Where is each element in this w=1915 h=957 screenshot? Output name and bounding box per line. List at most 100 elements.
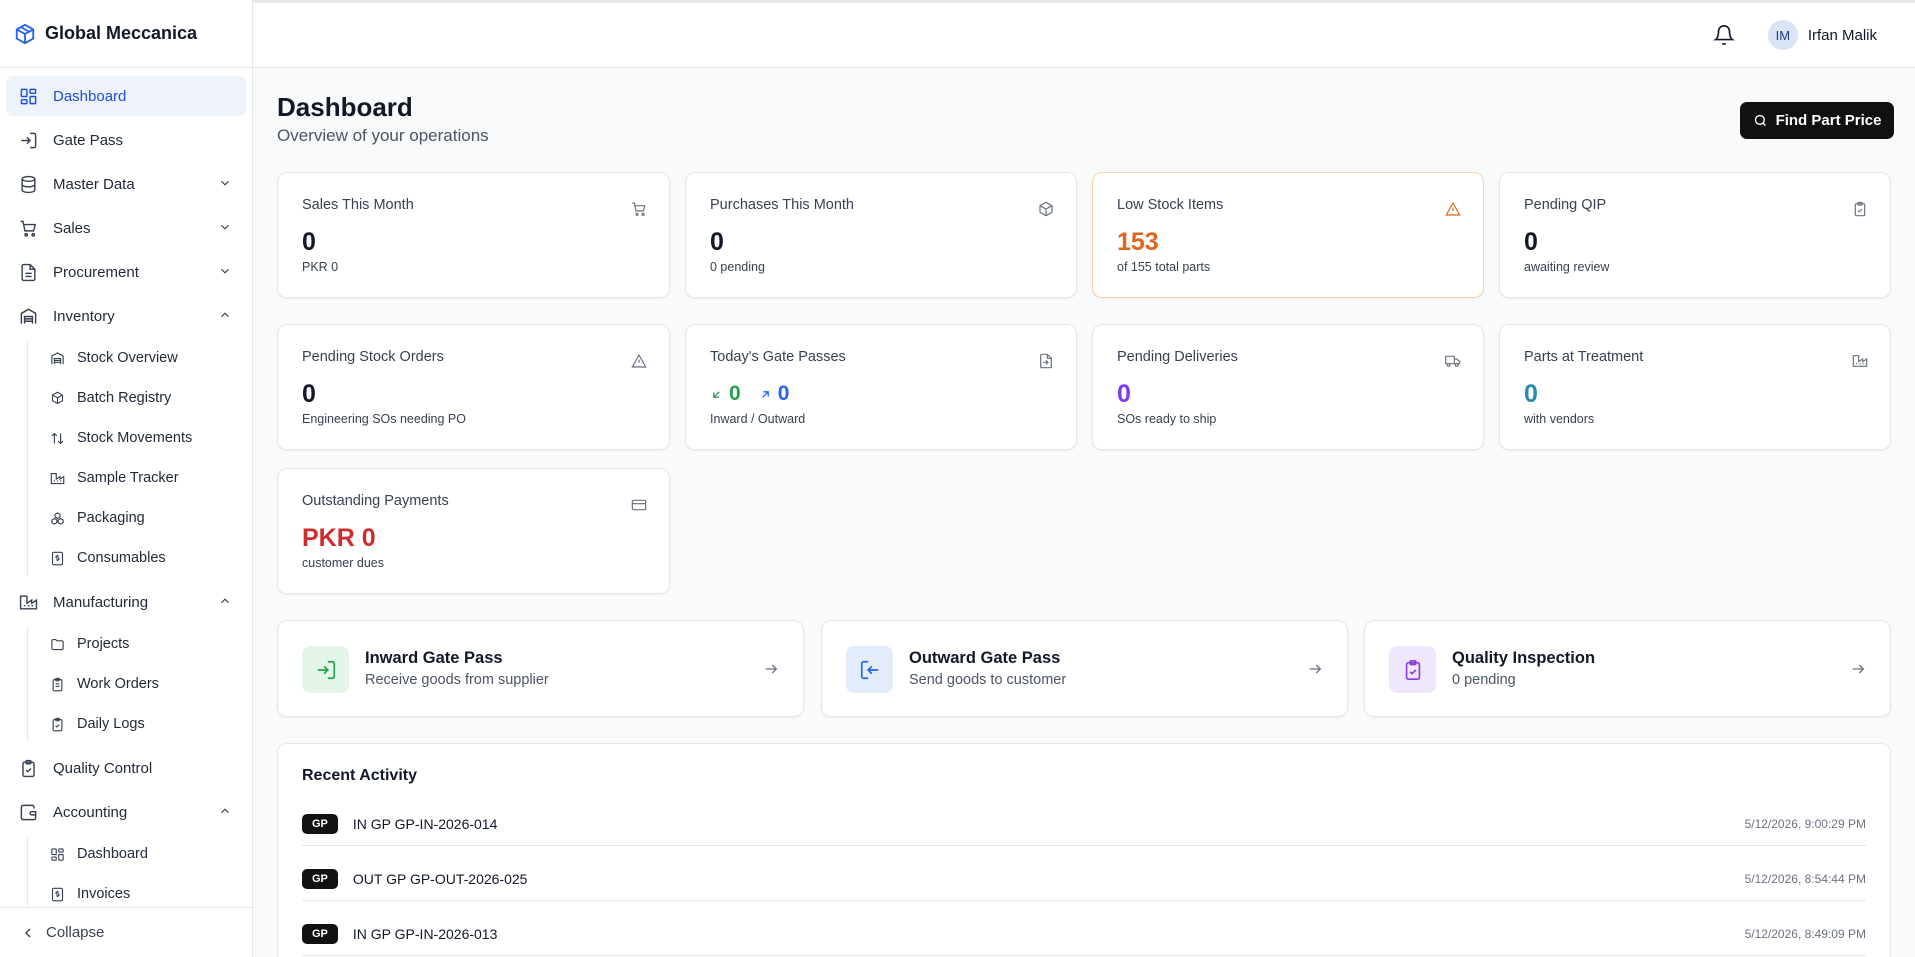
sidebar-item-label: Procurement (53, 263, 139, 281)
collapse-label: Collapse (46, 924, 105, 941)
main-content: Dashboard Overview of your operations Fi… (253, 68, 1915, 957)
quick-action-inward-gate-pass[interactable]: Inward Gate Pass Receive goods from supp… (277, 620, 804, 717)
quick-action-title: Quality Inspection (1452, 649, 1596, 667)
stat-card-pending-deliveries[interactable]: Pending Deliveries 0 SOs ready to ship (1092, 324, 1484, 450)
chevron-down-icon (221, 224, 229, 230)
sidebar-item-master-data[interactable]: Master Data (6, 164, 246, 204)
stat-label: Low Stock Items (1117, 197, 1224, 213)
activity-row[interactable]: GP OUT GP GP-OUT-2026-025 5/12/2026, 8:5… (302, 857, 1866, 901)
collapse-button[interactable]: Collapse (0, 907, 252, 957)
user-menu[interactable]: IM Irfan Malik (1767, 20, 1877, 50)
quick-action-subtitle: 0 pending (1452, 672, 1516, 688)
stat-card-purchases[interactable]: Purchases This Month 0 0 pending (685, 172, 1077, 298)
chevron-down-icon (221, 180, 229, 186)
sidebar-subitem-label: Daily Logs (77, 716, 145, 732)
stat-desc: of 155 total parts (1117, 260, 1211, 274)
factory-icon (49, 470, 65, 486)
sidebar-subitem-invoices[interactable]: Invoices (44, 876, 246, 908)
receipt-icon (49, 550, 65, 566)
activity-time: 5/12/2026, 8:54:44 PM (1744, 871, 1866, 886)
chevron-down-icon (221, 268, 229, 274)
sidebar-item-inventory[interactable]: Inventory (6, 296, 246, 336)
sidebar-subitem-stock-overview[interactable]: Stock Overview (44, 340, 246, 376)
arrow-right-icon (1852, 664, 1865, 674)
login-icon (302, 646, 349, 693)
stat-label: Pending Stock Orders (302, 349, 444, 365)
quick-action-quality-inspection[interactable]: Quality Inspection 0 pending (1364, 620, 1891, 717)
factory-icon (18, 592, 38, 612)
stat-card-pending-qip[interactable]: Pending QIP 0 awaiting review (1499, 172, 1891, 298)
sidebar-item-procurement[interactable]: Procurement (6, 252, 246, 292)
clipboard-list-icon (49, 676, 65, 692)
sidebar-item-accounting[interactable]: Accounting (6, 792, 246, 832)
sidebar-subitem-batch-registry[interactable]: Batch Registry (44, 380, 246, 416)
sidebar-item-sales[interactable]: Sales (6, 208, 246, 248)
wallet-icon (18, 802, 38, 822)
stat-card-gate-passes[interactable]: Today's Gate Passes 0 0 Inward / Outward (685, 324, 1077, 450)
sidebar-item-manufacturing[interactable]: Manufacturing (6, 582, 246, 622)
stat-value: 0 (1524, 380, 1538, 408)
quick-action-outward-gate-pass[interactable]: Outward Gate Pass Send goods to customer (821, 620, 1348, 717)
truck-icon (1445, 355, 1461, 367)
brand[interactable]: Global Meccanica (0, 0, 252, 68)
quick-action-subtitle: Send goods to customer (909, 672, 1067, 688)
sidebar-item-label: Dashboard (53, 87, 127, 105)
boxes-icon (49, 390, 65, 406)
find-part-price-button[interactable]: Find Part Price (1740, 102, 1894, 139)
sidebar-subitem-label: Batch Registry (77, 390, 172, 406)
chevron-up-icon (221, 808, 229, 814)
warning-icon (1445, 201, 1461, 216)
stat-label: Parts at Treatment (1524, 349, 1644, 365)
database-icon (18, 174, 38, 194)
dashboard-icon (18, 86, 38, 106)
user-name: Irfan Malik (1807, 26, 1877, 44)
sidebar-subitem-consumables[interactable]: Consumables (44, 540, 246, 576)
chevron-up-icon (221, 598, 229, 604)
sidebar-item-quality-control[interactable]: Quality Control (6, 748, 246, 788)
sidebar-subitem-packaging[interactable]: Packaging (44, 500, 246, 536)
clipboard-check-icon (18, 758, 38, 778)
stat-desc: Inward / Outward (710, 412, 806, 426)
stat-card-sales[interactable]: Sales This Month 0 PKR 0 (277, 172, 670, 298)
clipboard-icon (1854, 201, 1866, 217)
sidebar-subitem-label: Consumables (77, 550, 166, 566)
warehouse-icon (49, 350, 65, 366)
bell-icon[interactable] (1713, 24, 1735, 46)
cart-icon (632, 202, 646, 216)
document-icon (18, 262, 38, 282)
stat-desc: PKR 0 (302, 260, 339, 274)
sidebar-subitem-daily-logs[interactable]: Daily Logs (44, 706, 246, 742)
sidebar-subitem-stock-movements[interactable]: Stock Movements (44, 420, 246, 456)
sidebar-subitem-label: Stock Movements (77, 430, 193, 446)
chevron-left-icon (25, 928, 31, 937)
sidebar-subitem-work-orders[interactable]: Work Orders (44, 666, 246, 702)
credit-card-icon (631, 499, 647, 511)
stat-card-low-stock[interactable]: Low Stock Items 153 of 155 total parts (1092, 172, 1484, 298)
packages-icon (49, 510, 65, 526)
cube-logo-icon (15, 23, 35, 44)
sidebar-item-label: Quality Control (53, 759, 153, 777)
sidebar-subitem-sample-tracker[interactable]: Sample Tracker (44, 460, 246, 496)
activity-text: IN GP GP-IN-2026-013 (352, 925, 498, 942)
activity-badge: GP (302, 923, 338, 944)
activity-row[interactable]: GP IN GP GP-IN-2026-014 5/12/2026, 9:00:… (302, 802, 1866, 846)
stat-card-parts-at-treatment[interactable]: Parts at Treatment 0 with vendors (1499, 324, 1891, 450)
recent-activity-title: Recent Activity (302, 767, 417, 784)
stat-label: Pending Deliveries (1117, 349, 1238, 365)
folder-icon (49, 636, 65, 652)
sidebar-subitem-projects[interactable]: Projects (44, 626, 246, 662)
clipboard-check-icon (1389, 646, 1436, 693)
gate-pass-counts: 0 0 (710, 382, 789, 406)
inward-count: 0 (729, 382, 741, 405)
activity-row[interactable]: GP IN GP GP-IN-2026-013 5/12/2026, 8:49:… (302, 912, 1866, 956)
quick-action-title: Outward Gate Pass (909, 649, 1061, 667)
accounting-submenu: Dashboard Invoices (27, 836, 246, 908)
stat-card-outstanding-payments[interactable]: Outstanding Payments PKR 0 customer dues (277, 468, 670, 594)
sidebar-item-label: Inventory (53, 307, 115, 325)
stat-card-pending-stock-orders[interactable]: Pending Stock Orders 0 Engineering SOs n… (277, 324, 670, 450)
manufacturing-submenu: Projects Work Orders Daily Logs (27, 626, 246, 742)
sidebar-item-dashboard[interactable]: Dashboard (6, 76, 246, 116)
sidebar-subitem-accounting-dashboard[interactable]: Dashboard (44, 836, 246, 872)
sidebar-item-gate-pass[interactable]: Gate Pass (6, 120, 246, 160)
activity-text: OUT GP GP-OUT-2026-025 (352, 870, 528, 887)
